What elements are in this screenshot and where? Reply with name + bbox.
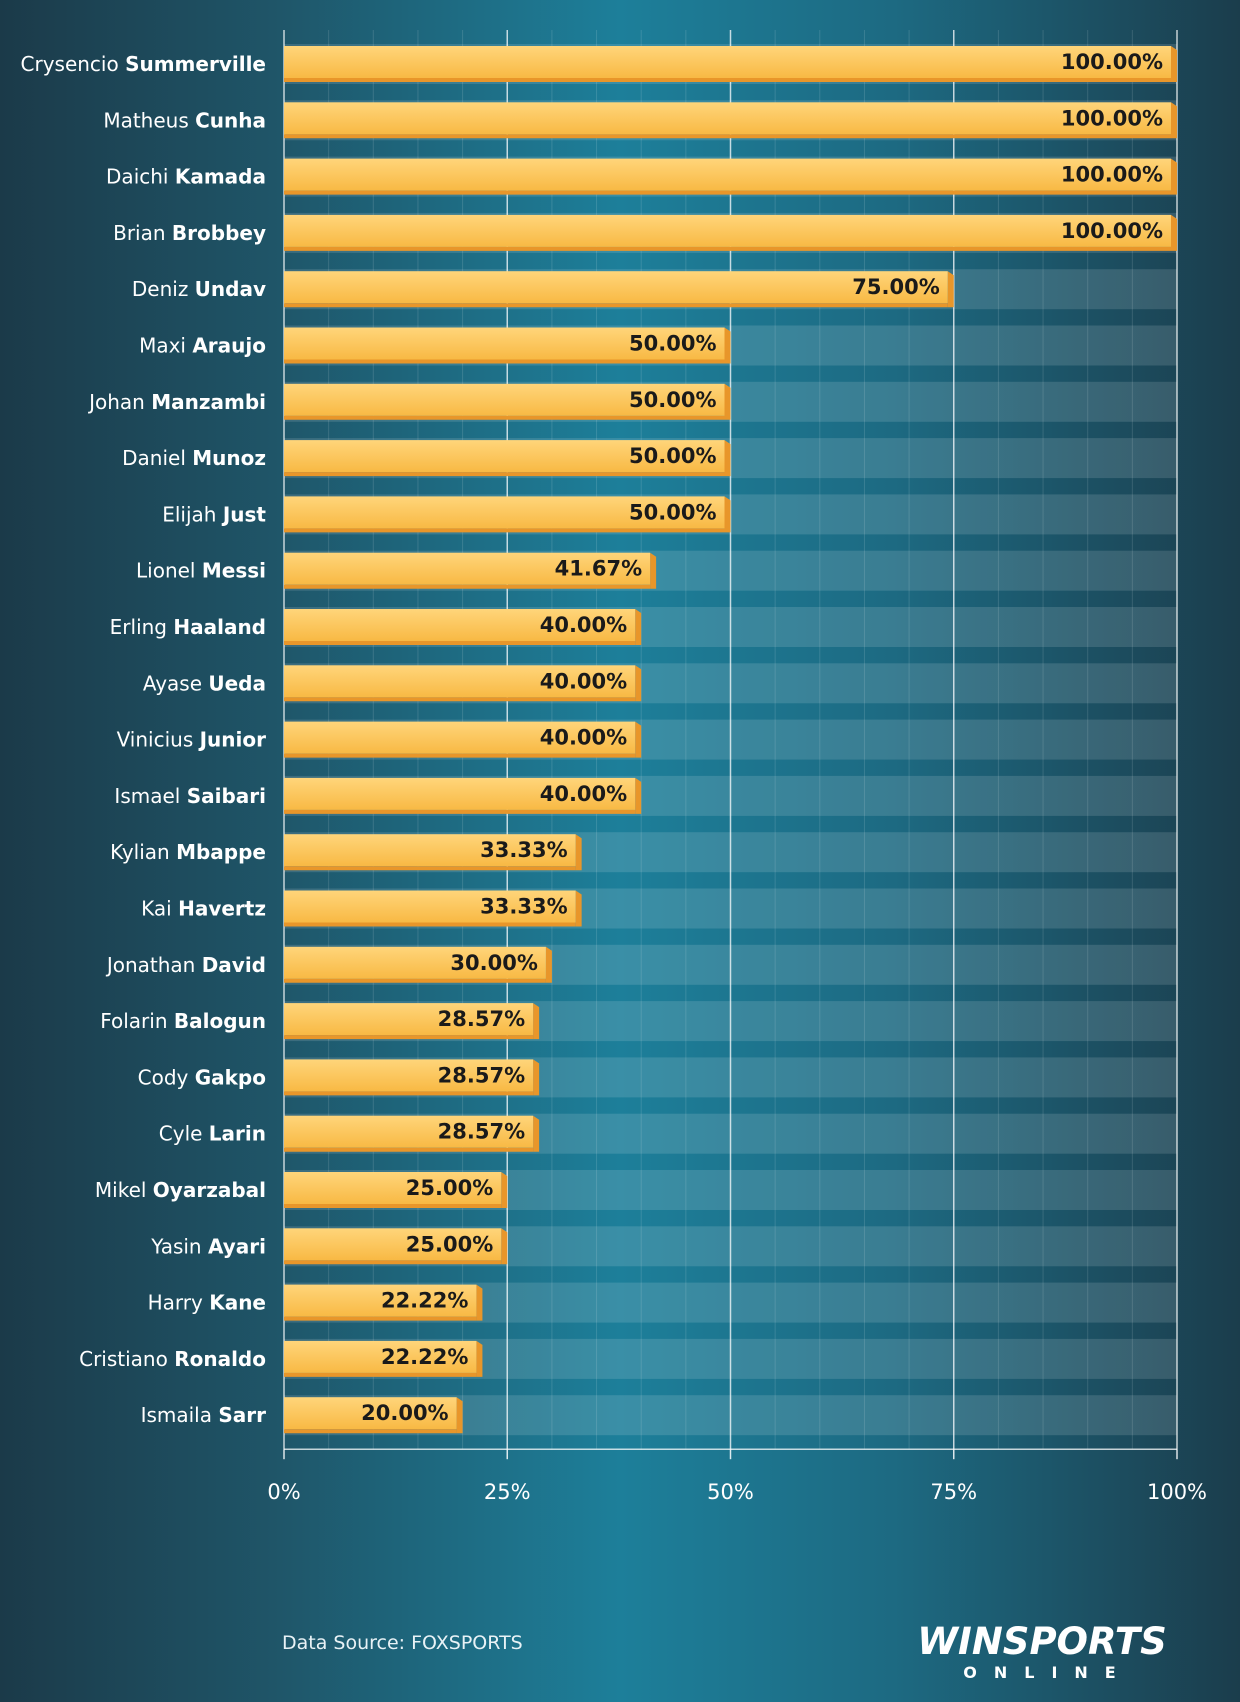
bar-value-label: 25.00% bbox=[406, 1232, 493, 1256]
bar bbox=[284, 834, 582, 871]
bar-value-label: 50.00% bbox=[629, 388, 716, 412]
bar-value-label: 22.22% bbox=[381, 1345, 468, 1369]
category-label: Deniz Undav bbox=[132, 277, 266, 301]
x-tick-label: 100% bbox=[1147, 1480, 1207, 1504]
bar bbox=[284, 946, 552, 983]
bar-value-label: 40.00% bbox=[540, 613, 627, 637]
bar-value-label: 50.00% bbox=[629, 332, 716, 356]
x-tick-label: 0% bbox=[267, 1480, 300, 1504]
bar-value-label: 41.67% bbox=[555, 557, 642, 581]
logo-wordmark: WINSPORTS bbox=[917, 1620, 1167, 1663]
category-label: Ayase Ueda bbox=[143, 671, 266, 695]
bar bbox=[284, 1003, 540, 1040]
bar-value-label: 22.22% bbox=[381, 1289, 468, 1313]
bar-value-label: 40.00% bbox=[540, 726, 627, 750]
bar bbox=[284, 665, 642, 702]
bar-value-label: 40.00% bbox=[540, 782, 627, 806]
bar bbox=[284, 46, 1177, 82]
logo-subtitle: ONLINE bbox=[963, 1663, 1133, 1682]
category-label: Cody Gakpo bbox=[138, 1065, 266, 1089]
x-tick-label: 50% bbox=[707, 1480, 754, 1504]
bar bbox=[284, 609, 642, 645]
bar-value-label: 75.00% bbox=[852, 275, 939, 299]
bar bbox=[284, 1228, 508, 1265]
bar bbox=[284, 1340, 483, 1377]
bar bbox=[284, 1397, 463, 1434]
category-label: Cyle Larin bbox=[159, 1122, 266, 1146]
bar bbox=[284, 102, 1177, 139]
x-tick-label: 75% bbox=[930, 1480, 977, 1504]
bar-value-label: 50.00% bbox=[629, 444, 716, 468]
bar bbox=[284, 327, 731, 364]
category-label: Daniel Munoz bbox=[122, 446, 266, 470]
bar-value-label: 28.57% bbox=[438, 1120, 525, 1144]
category-label: Crysencio Summerville bbox=[21, 52, 267, 76]
bar bbox=[284, 721, 642, 758]
bar-value-label: 20.00% bbox=[361, 1401, 448, 1425]
category-label: Daichi Kamada bbox=[106, 165, 266, 189]
category-label: Brian Brobbey bbox=[113, 221, 266, 245]
bar-value-label: 100.00% bbox=[1061, 106, 1163, 130]
bar bbox=[284, 1115, 540, 1152]
category-label: Yasin Ayari bbox=[150, 1234, 266, 1258]
x-tick-label: 25% bbox=[484, 1480, 531, 1504]
bar-value-label: 25.00% bbox=[406, 1176, 493, 1200]
bar-value-label: 33.33% bbox=[480, 838, 567, 862]
bar-value-label: 100.00% bbox=[1061, 50, 1163, 74]
bar bbox=[284, 158, 1177, 195]
bar bbox=[284, 440, 731, 477]
bar bbox=[284, 1284, 483, 1321]
category-label: Matheus Cunha bbox=[103, 108, 266, 132]
category-label: Ismaila Sarr bbox=[141, 1403, 267, 1427]
category-label: Lionel Messi bbox=[136, 559, 266, 583]
category-label: Kai Havertz bbox=[141, 897, 266, 921]
bar bbox=[284, 552, 657, 589]
bar bbox=[284, 214, 1177, 251]
bar-value-label: 100.00% bbox=[1061, 163, 1163, 187]
category-label: Johan Manzambi bbox=[87, 390, 266, 414]
category-label: Erling Haaland bbox=[110, 615, 266, 639]
bar-value-label: 100.00% bbox=[1061, 219, 1163, 243]
bar bbox=[284, 1059, 540, 1096]
winsports-logo: WINSPORTS ONLINE bbox=[906, 1622, 1178, 1686]
category-label: Elijah Just bbox=[162, 502, 266, 526]
bar bbox=[284, 1172, 508, 1208]
bar-value-label: 30.00% bbox=[450, 951, 537, 975]
category-label: Maxi Araujo bbox=[139, 334, 266, 358]
bar-value-label: 50.00% bbox=[629, 500, 716, 524]
category-label: Harry Kane bbox=[148, 1291, 266, 1315]
bar bbox=[284, 777, 642, 814]
bar bbox=[284, 271, 954, 308]
data-source-note: Data Source: FOXSPORTS bbox=[282, 1632, 523, 1654]
category-label: Kylian Mbappe bbox=[110, 840, 266, 864]
bar-value-label: 28.57% bbox=[438, 1007, 525, 1031]
category-label: Cristiano Ronaldo bbox=[79, 1347, 266, 1371]
bar-value-label: 33.33% bbox=[480, 895, 567, 919]
category-label: Vinicius Junior bbox=[117, 728, 267, 752]
bar bbox=[284, 383, 731, 420]
category-label: Ismael Saibari bbox=[114, 784, 266, 808]
bar-value-label: 28.57% bbox=[438, 1063, 525, 1087]
bar bbox=[284, 890, 582, 927]
category-label: Mikel Oyarzabal bbox=[95, 1178, 266, 1202]
category-label: Folarin Balogun bbox=[100, 1009, 266, 1033]
bar-value-label: 40.00% bbox=[540, 669, 627, 693]
category-label: Jonathan David bbox=[105, 953, 266, 977]
bar bbox=[284, 496, 731, 533]
